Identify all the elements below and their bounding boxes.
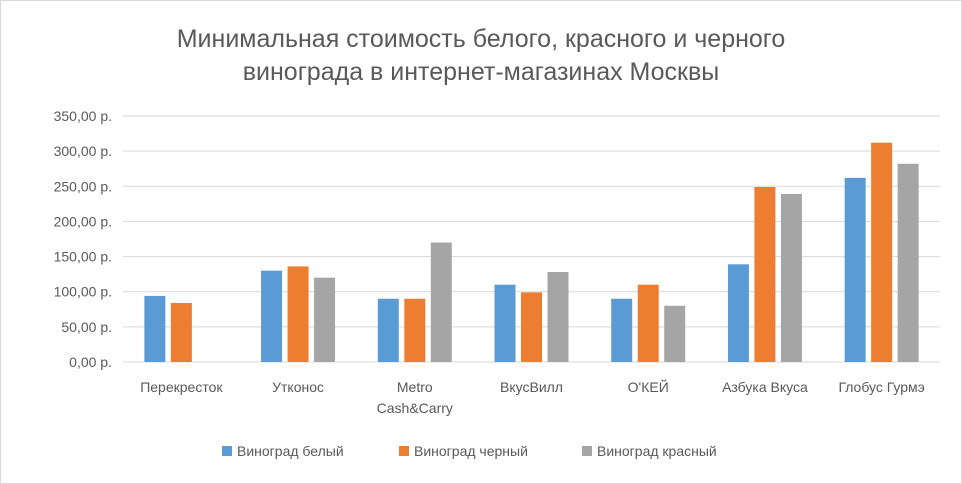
bar-2-5 [637,284,659,362]
x-tick-label: Утконос [272,379,324,395]
bar-1-4 [494,284,516,362]
bar-1-6 [727,264,749,362]
legend-swatch-3 [582,446,592,456]
bar-1-3 [377,298,399,362]
bar-2-4 [521,292,542,362]
bar-2-1 [170,302,192,362]
chart-title-line-2: винограда в интернет-магазинах Москвы [243,58,720,86]
y-tick-label: 300,00 р. [54,143,112,159]
bar-3-5 [664,305,686,362]
bar-3-3 [430,242,452,362]
y-tick-label: 200,00 р. [54,213,112,229]
y-tick-label: 0,00 р. [69,354,112,370]
y-tick-label: 350,00 р. [54,108,112,124]
bar-2-7 [871,142,893,362]
bar-2-3 [404,298,426,362]
x-tick-label: О'КЕЙ [628,378,669,395]
bar-3-2 [314,277,336,362]
chart-title-line-1: Минимальная стоимость белого, красного и… [177,25,786,53]
bar-2-2 [287,266,309,362]
bar-3-7 [897,163,919,362]
y-tick-label: 50,00 р. [61,319,112,335]
x-tick-label: Cash&Carry [377,400,453,416]
bar-3-4 [547,272,569,362]
legend-label-1: Виноград белый [237,443,344,459]
x-tick-label: Азбука Вкуса [722,379,808,395]
legend-label-3: Виноград красный [597,443,717,459]
x-tick-label: ВкусВилл [500,379,563,395]
legend-swatch-1 [222,446,232,456]
x-tick-label: Перекресток [140,379,223,395]
y-tick-label: 150,00 р. [54,249,112,265]
bar-3-6 [780,194,802,362]
y-tick-label: 250,00 р. [54,178,112,194]
bar-2-6 [754,186,776,362]
bar-1-2 [261,270,283,362]
bar-1-5 [611,298,633,362]
x-tick-label: Metro [397,379,433,395]
legend-label-2: Виноград черный [414,443,528,459]
y-tick-label: 100,00 р. [54,284,112,300]
legend-swatch-2 [399,446,409,456]
bar-1-1 [144,295,166,362]
bar-1-7 [844,177,866,362]
x-tick-label: Глобус Гурмэ [838,379,924,395]
